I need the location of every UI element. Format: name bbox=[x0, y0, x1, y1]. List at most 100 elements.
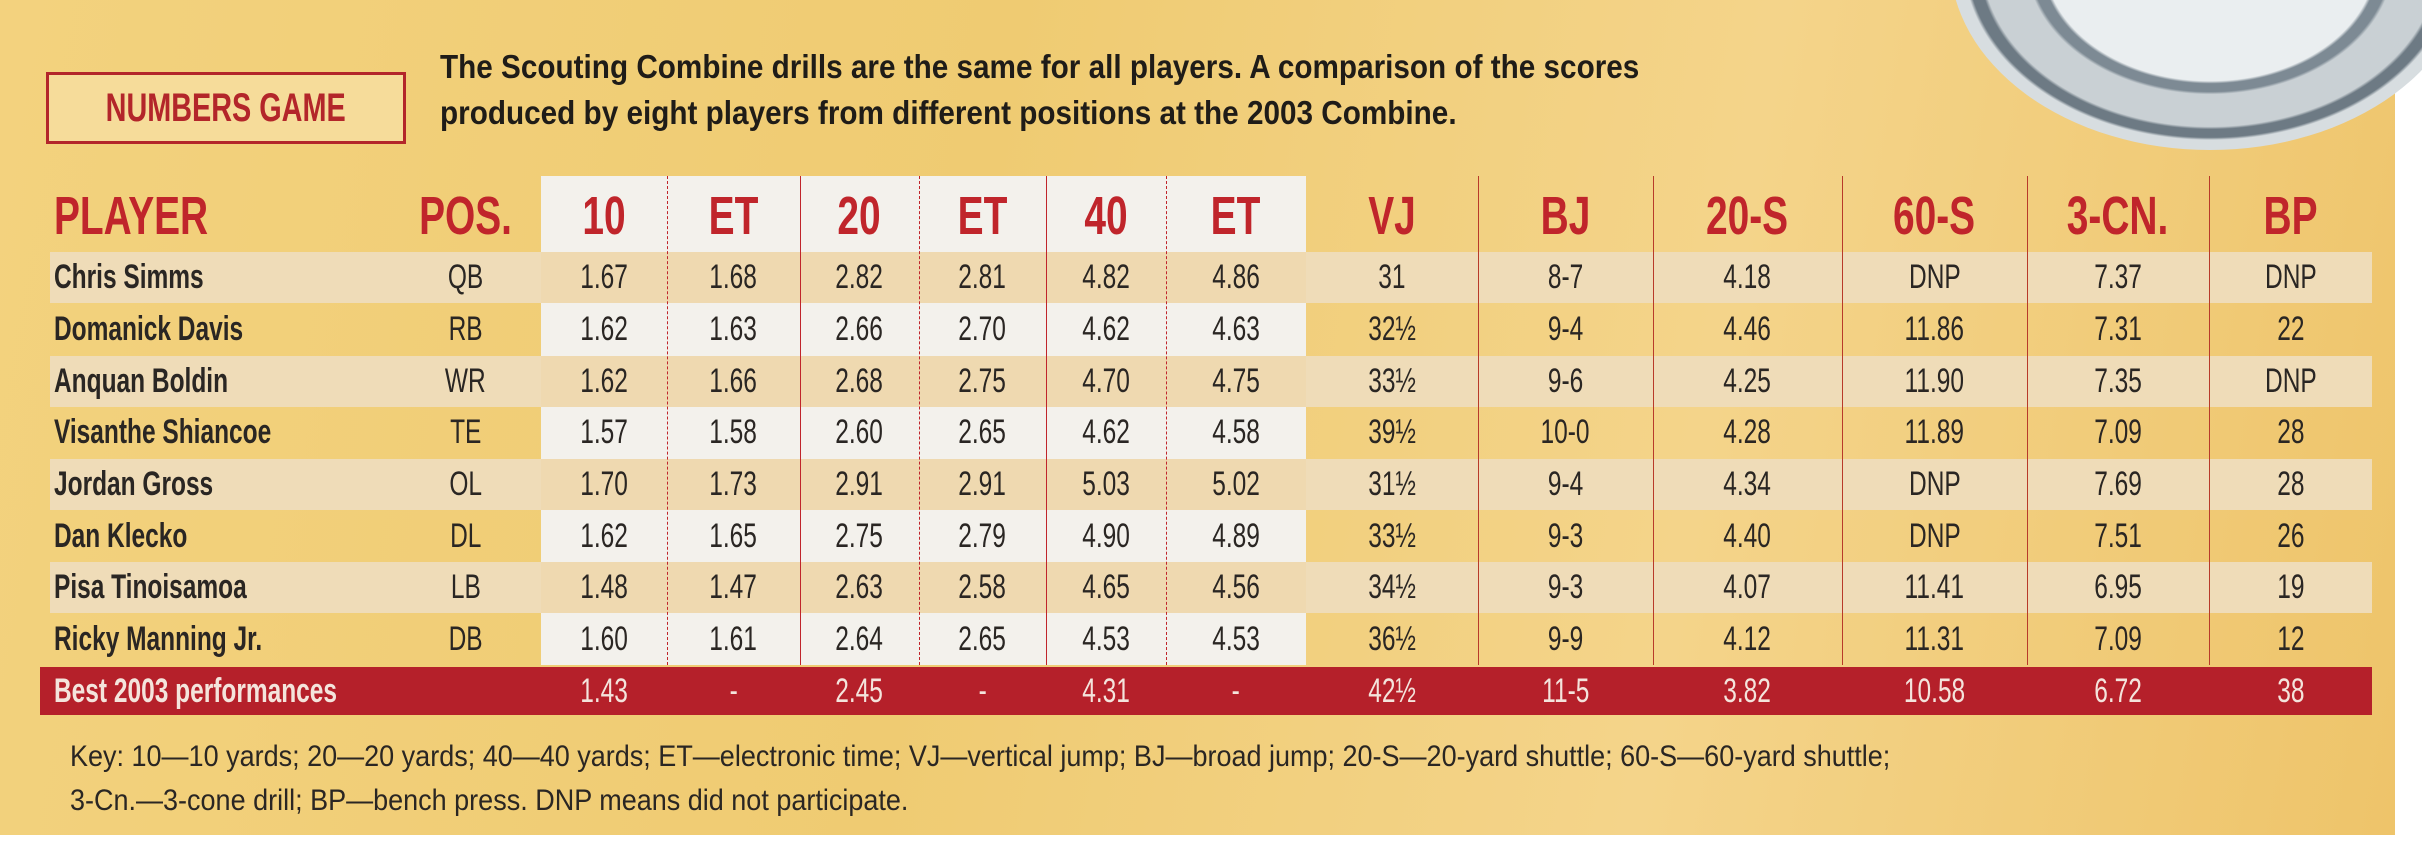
cell-text: 4.70 bbox=[1082, 362, 1130, 400]
cell-text: 4.18 bbox=[1723, 258, 1772, 296]
cell-text: 60-S bbox=[1893, 186, 1976, 246]
table-cell: 4.12 bbox=[1653, 614, 1842, 665]
cell-text: 42½ bbox=[1368, 671, 1416, 710]
cell-text: 4.07 bbox=[1723, 568, 1772, 606]
row-stripe bbox=[50, 252, 541, 303]
table-cell: 4.53 bbox=[1166, 614, 1306, 665]
table-cell: 2.63 bbox=[800, 562, 919, 613]
cell-text: 5.02 bbox=[1212, 465, 1260, 503]
table-row: Dan Klecko DL 1.62 1.65 2.75 2.79 4.90 4.89 33½ 9… bbox=[40, 511, 2372, 562]
cell-text: 4.53 bbox=[1212, 620, 1260, 658]
player-name-cell: Pisa Tinoisamoa bbox=[40, 562, 404, 613]
cell-text: 38 bbox=[2276, 671, 2305, 710]
table-cell: 9-4 bbox=[1478, 459, 1653, 510]
table-cell: 4.62 bbox=[1046, 407, 1166, 458]
table-cell: 4.65 bbox=[1046, 562, 1166, 613]
cell-text: 4.62 bbox=[1082, 310, 1130, 348]
cell-text: 4.63 bbox=[1212, 310, 1260, 348]
cell-text: 3.82 bbox=[1723, 671, 1772, 710]
row-stripe bbox=[541, 356, 1306, 407]
cell-text: ET bbox=[1211, 186, 1261, 246]
row-stripe bbox=[1306, 252, 2372, 303]
cell-text: DB bbox=[448, 620, 483, 658]
table-cell: DNP bbox=[1842, 252, 2027, 303]
cell-text: 1.70 bbox=[580, 465, 628, 503]
cell-text: QB bbox=[447, 258, 484, 296]
table-cell: 4.90 bbox=[1046, 511, 1166, 562]
table-cell: 1.66 bbox=[667, 356, 800, 407]
description-line: produced by eight players from different… bbox=[440, 94, 1457, 131]
table-cell: 7.51 bbox=[2027, 511, 2209, 562]
table-cell: 11.90 bbox=[1842, 356, 2027, 407]
cell-text: - bbox=[729, 671, 738, 710]
table-cell: 10-0 bbox=[1478, 407, 1653, 458]
table-cell: 4.70 bbox=[1046, 356, 1166, 407]
cell-text: 2.81 bbox=[958, 258, 1007, 296]
column-divider bbox=[919, 176, 920, 665]
cell-text: 7.09 bbox=[2094, 413, 2142, 451]
table-cell: 1.47 bbox=[667, 562, 800, 613]
table-cell: 1.43 bbox=[541, 667, 667, 715]
cell-text: 4.62 bbox=[1082, 413, 1130, 451]
table-cell: 1.61 bbox=[667, 614, 800, 665]
cell-text: 1.62 bbox=[580, 310, 628, 348]
table-cell: 1.58 bbox=[667, 407, 800, 458]
cell-text: 1.57 bbox=[580, 413, 628, 451]
cell-text: TE bbox=[449, 413, 482, 451]
table-cell: 2.91 bbox=[919, 459, 1046, 510]
cell-text: 1.62 bbox=[580, 517, 628, 555]
cell-text: 4.34 bbox=[1723, 465, 1772, 503]
table-cell: 11-5 bbox=[1478, 667, 1653, 715]
cell-text: 33½ bbox=[1368, 362, 1416, 400]
cell-text: 6.95 bbox=[2094, 568, 2142, 606]
cell-text: 9-3 bbox=[1547, 517, 1584, 555]
cell-text: 40 bbox=[1084, 186, 1128, 246]
cell-text: 2.65 bbox=[958, 620, 1007, 658]
cell-text: 20-S bbox=[1706, 186, 1789, 246]
cell-text: ET bbox=[957, 186, 1008, 246]
table-cell: 4.82 bbox=[1046, 252, 1166, 303]
table-cell: 4.31 bbox=[1046, 667, 1166, 715]
table-cell: 5.03 bbox=[1046, 459, 1166, 510]
cell-text: 2.64 bbox=[835, 620, 884, 658]
table-cell: 19 bbox=[2209, 562, 2372, 613]
cell-text: Ricky Manning Jr. bbox=[54, 620, 263, 658]
table-cell: 11.41 bbox=[1842, 562, 2027, 613]
table-cell: 7.35 bbox=[2027, 356, 2209, 407]
cell-text: 2.75 bbox=[958, 362, 1007, 400]
key-line: 3-Cn.—3-cone drill; BP—bench press. DNP … bbox=[70, 784, 909, 817]
cell-text: - bbox=[1231, 671, 1241, 710]
table-cell: 7.69 bbox=[2027, 459, 2209, 510]
table-cell: 2.75 bbox=[919, 356, 1046, 407]
cell-text: 3-CN. bbox=[2067, 186, 2169, 246]
cell-text: 4.82 bbox=[1082, 258, 1130, 296]
table-cell: 33½ bbox=[1306, 356, 1478, 407]
table-cell: 4.63 bbox=[1166, 304, 1306, 355]
table-cell: 3.82 bbox=[1653, 667, 1842, 715]
player-name-cell: Jordan Gross bbox=[40, 459, 404, 510]
table-cell: 2.91 bbox=[800, 459, 919, 510]
column-divider bbox=[667, 176, 668, 665]
table-cell: 28 bbox=[2209, 459, 2372, 510]
table-cell: VJ bbox=[1306, 186, 1478, 246]
column-divider bbox=[1653, 176, 1654, 665]
cell-text: 7.37 bbox=[2094, 258, 2142, 296]
cell-text: 7.31 bbox=[2094, 310, 2142, 348]
table-cell: 4.75 bbox=[1166, 356, 1306, 407]
cell-text: 9-9 bbox=[1547, 620, 1584, 658]
key-line: Key: 10—10 yards; 20—20 yards; 40—40 yar… bbox=[70, 740, 1891, 773]
cell-text: 1.58 bbox=[709, 413, 758, 451]
table-cell: DNP bbox=[2209, 356, 2372, 407]
table-cell: 1.67 bbox=[541, 252, 667, 303]
table-cell: 31 bbox=[1306, 252, 1478, 303]
table-cell: BJ bbox=[1478, 186, 1653, 246]
table-cell: 1.62 bbox=[541, 511, 667, 562]
table-cell: 2.79 bbox=[919, 511, 1046, 562]
table-cell: DNP bbox=[2209, 252, 2372, 303]
cell-text: 10-0 bbox=[1540, 413, 1591, 451]
cell-text: ET bbox=[708, 186, 759, 246]
cell-text: 4.86 bbox=[1212, 258, 1260, 296]
cell-text: 4.53 bbox=[1082, 620, 1130, 658]
table-cell: 2.65 bbox=[919, 407, 1046, 458]
cell-text: 11.89 bbox=[1904, 413, 1965, 451]
